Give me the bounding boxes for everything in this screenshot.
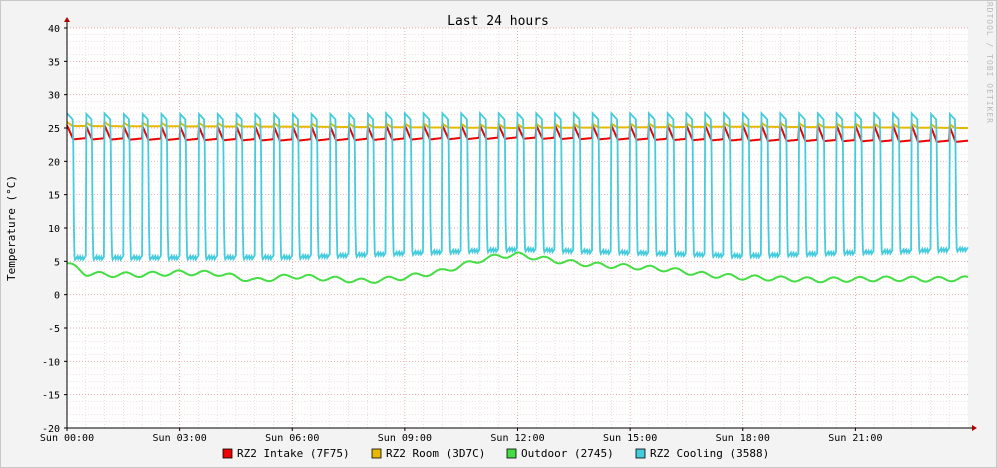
chart-title: Last 24 hours [447,14,549,29]
legend-label: RZ2 Cooling (3588) [650,447,769,460]
y-tick-label: 5 [54,257,60,268]
x-tick-label: Sun 21:00 [828,433,882,444]
y-axis-label: Temperature (°C) [5,175,18,281]
series-line-2 [67,251,969,284]
x-tick-label: Sun 15:00 [603,433,657,444]
y-tick-label: -15 [42,391,60,402]
y-tick-label: -5 [48,324,60,335]
y-tick-label: 35 [48,57,60,68]
y-tick-label: 40 [48,24,60,35]
legend-swatch [222,448,233,459]
x-tick-labels: Sun 00:00 Sun 03:00 Sun 06:00 Sun 09:00 Sun … [40,428,882,444]
x-tick-label: Sun 09:00 [378,433,432,444]
rrdtool-watermark: RRDTOOL / TOBI OETIKER [985,0,994,124]
x-tick-label: Sun 00:00 [40,433,94,444]
series-line-3 [66,110,969,263]
y-tick-label: 10 [48,224,60,235]
legend-swatch [371,448,382,459]
series-layer [66,110,969,284]
legend-label: RZ2 Room (3D7C) [386,447,485,460]
legend-swatch [506,448,517,459]
x-axis-arrow [972,425,977,431]
y-tick-label: 30 [48,91,60,102]
y-axis-arrow [64,17,70,22]
axes [64,17,977,431]
y-tick-label: 0 [54,291,60,302]
x-tick-label: Sun 06:00 [265,433,319,444]
y-tick-label: 25 [48,124,60,135]
legend-label: RZ2 Intake (7F75) [237,447,350,460]
y-tick-label: -20 [42,424,60,435]
legend-swatch [635,448,646,459]
y-tick-labels: 40 35 30 25 20 15 10 5 0 -5 -10 -15 -20 [42,24,67,435]
y-tick-label: 15 [48,191,60,202]
x-tick-label: Sun 03:00 [153,433,207,444]
legend: RZ2 Intake (7F75) RZ2 Room (3D7C) Outdoor … [222,447,769,460]
y-tick-label: -10 [42,357,60,368]
legend-label: Outdoor (2745) [521,447,614,460]
y-tick-label: 20 [48,157,60,168]
x-tick-label: Sun 18:00 [716,433,770,444]
x-tick-label: Sun 12:00 [490,433,544,444]
